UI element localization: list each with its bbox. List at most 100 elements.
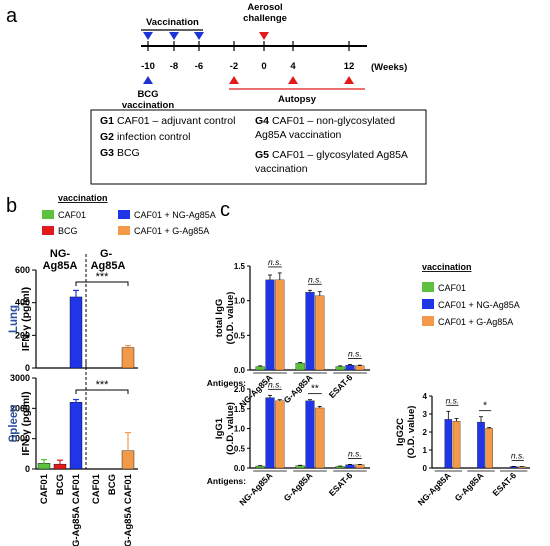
- panel-b-label: b: [6, 195, 17, 217]
- groups-box: [90, 109, 427, 185]
- autopsy-label: Autopsy: [278, 94, 317, 105]
- bar: [69, 402, 83, 470]
- y-axis-label: IFN-γ (pg/ml): [20, 391, 32, 455]
- x-category-label: ESAT-6: [327, 470, 355, 498]
- significance-label: ***: [96, 379, 110, 391]
- y-tick-label: 1000: [10, 434, 30, 444]
- bar: [121, 347, 135, 369]
- timeline-ticks: -10 -8 -6 -2 0 4 12: [141, 41, 354, 72]
- x-category-label: G-Ag85A: [282, 372, 315, 405]
- panel-c-legend-title: vaccination: [422, 262, 472, 272]
- bar: [355, 464, 365, 469]
- y-tick-label: 600: [15, 265, 30, 275]
- panel-b-legend-title: vaccination: [58, 193, 108, 203]
- bar: [335, 466, 345, 469]
- bar: [255, 465, 265, 469]
- bar: [477, 421, 485, 469]
- y-tick-label: 0: [25, 464, 30, 474]
- y-tick-label: 4: [423, 392, 428, 401]
- group-g5: G5 CAF01 – glycosylated Ag85A vaccinatio…: [255, 149, 408, 175]
- timeline-tick-label: -2: [230, 61, 238, 72]
- annotation-label: *: [483, 401, 487, 412]
- x-category-label: BCG: [55, 474, 66, 495]
- aerosol-label-2: challenge: [243, 13, 287, 24]
- bar: [355, 365, 365, 371]
- autopsy-arrow: [344, 76, 354, 84]
- vaccination-arrow: [194, 32, 204, 40]
- bar: [275, 279, 285, 371]
- legend-label: CAF01 + NG-Ag85A: [438, 300, 520, 310]
- group-label: Ag85A: [43, 260, 78, 272]
- bar: [452, 421, 461, 469]
- aerosol-label-1: Aerosol: [247, 2, 282, 13]
- group-label: NG-: [50, 248, 71, 260]
- panel-c-legend: CAF01 CAF01 + NG-Ag85A CAF01 + G-Ag85A: [422, 282, 520, 327]
- organ-label: Spleen: [8, 405, 20, 443]
- legend-label: CAF01: [438, 283, 466, 293]
- x-category-label: ESAT-6: [490, 470, 518, 498]
- bar: [53, 463, 67, 470]
- vaccination-label: Vaccination: [146, 17, 199, 28]
- group-label: G-: [100, 248, 113, 260]
- bcg-arrow: [143, 76, 153, 84]
- total-igg-chart: 0.00.51.01.5 n.s.NG-Ag85An.s.G-Ag85An.s.E…: [207, 257, 370, 409]
- panel-b-legend: CAF01 BCG CAF01 + NG-Ag85A CAF01 + G-Ag85A: [42, 210, 216, 236]
- y-tick-label: 1: [423, 446, 428, 455]
- bar: [485, 428, 493, 469]
- y-tick-label: 0.5: [234, 444, 246, 453]
- timeline-tick-label: 12: [344, 61, 355, 72]
- organ-label: Lung: [8, 305, 20, 333]
- spleen-chart: 0 1000 2000 3000 *** Spleen IFN-γ (pg/ml) CAF01…: [8, 362, 138, 546]
- y-tick-label: 400: [15, 298, 30, 308]
- panel-c-label: c: [220, 199, 230, 221]
- legend-swatch: [422, 282, 434, 292]
- timeline-tick-label: -6: [195, 61, 203, 72]
- bcg-vaccination-label-2: vaccination: [122, 100, 174, 111]
- legend-swatch: [422, 299, 434, 309]
- timeline-arrows: [143, 32, 354, 84]
- y-tick-label: 3: [423, 410, 428, 419]
- legend-swatch: [118, 226, 130, 235]
- group-g3: G3 BCG: [100, 147, 140, 159]
- annotation-label: n.s.: [348, 448, 362, 458]
- y-axis-label: IgG2C: [395, 418, 406, 446]
- x-category-label: G-Ag85A CAF01: [123, 473, 134, 546]
- y-tick-label: 0.0: [234, 366, 246, 375]
- antigens-label: Antigens:: [207, 378, 246, 388]
- legend-label: CAF01: [58, 210, 86, 220]
- panel-a-label: a: [6, 5, 18, 27]
- y-tick-label: 2.0: [234, 385, 246, 394]
- bar: [305, 400, 315, 469]
- x-category-label: NG-Ag85A CAF01: [71, 473, 82, 546]
- x-category-label: BCG: [107, 474, 118, 495]
- bar: [255, 366, 265, 371]
- significance-label: ***: [96, 271, 110, 283]
- legend-label: CAF01 + NG-Ag85A: [134, 210, 216, 220]
- bar: [265, 397, 275, 469]
- legend-swatch: [118, 210, 130, 219]
- x-category-label: NG-Ag85A: [416, 470, 453, 507]
- y-axis-label: IgG1: [214, 417, 225, 439]
- x-category-label: CAF01: [91, 473, 102, 504]
- vaccination-arrow: [143, 32, 153, 40]
- group-g2: G2 infection control: [100, 131, 191, 143]
- bar: [121, 450, 135, 470]
- significance-bracket: [75, 281, 129, 286]
- legend-swatch: [42, 226, 54, 235]
- autopsy-arrow: [229, 76, 239, 84]
- annotation-label: **: [311, 384, 319, 395]
- autopsy-arrow: [288, 76, 298, 84]
- y-tick-label: 2: [423, 428, 428, 437]
- y-axis-label: IFN-γ (pg/ml): [20, 287, 32, 351]
- y-axis-label: (O.D. value): [225, 402, 236, 455]
- y-tick-label: 1.5: [234, 405, 246, 414]
- y-tick-label: 0: [25, 363, 30, 373]
- legend-label: CAF01 + G-Ag85A: [438, 317, 513, 327]
- annotation-label: n.s.: [268, 257, 282, 267]
- timeline-tick-label: -10: [141, 61, 155, 72]
- antigens-label: Antigens:: [207, 476, 246, 486]
- annotation-label: n.s.: [348, 348, 362, 358]
- y-tick-label: 200: [15, 330, 30, 340]
- lung-chart: 0 200 400 600 *** Lung IFN-γ (pg/ml) NG-Ag85A G-…: [8, 248, 138, 373]
- vaccination-arrow: [169, 32, 179, 40]
